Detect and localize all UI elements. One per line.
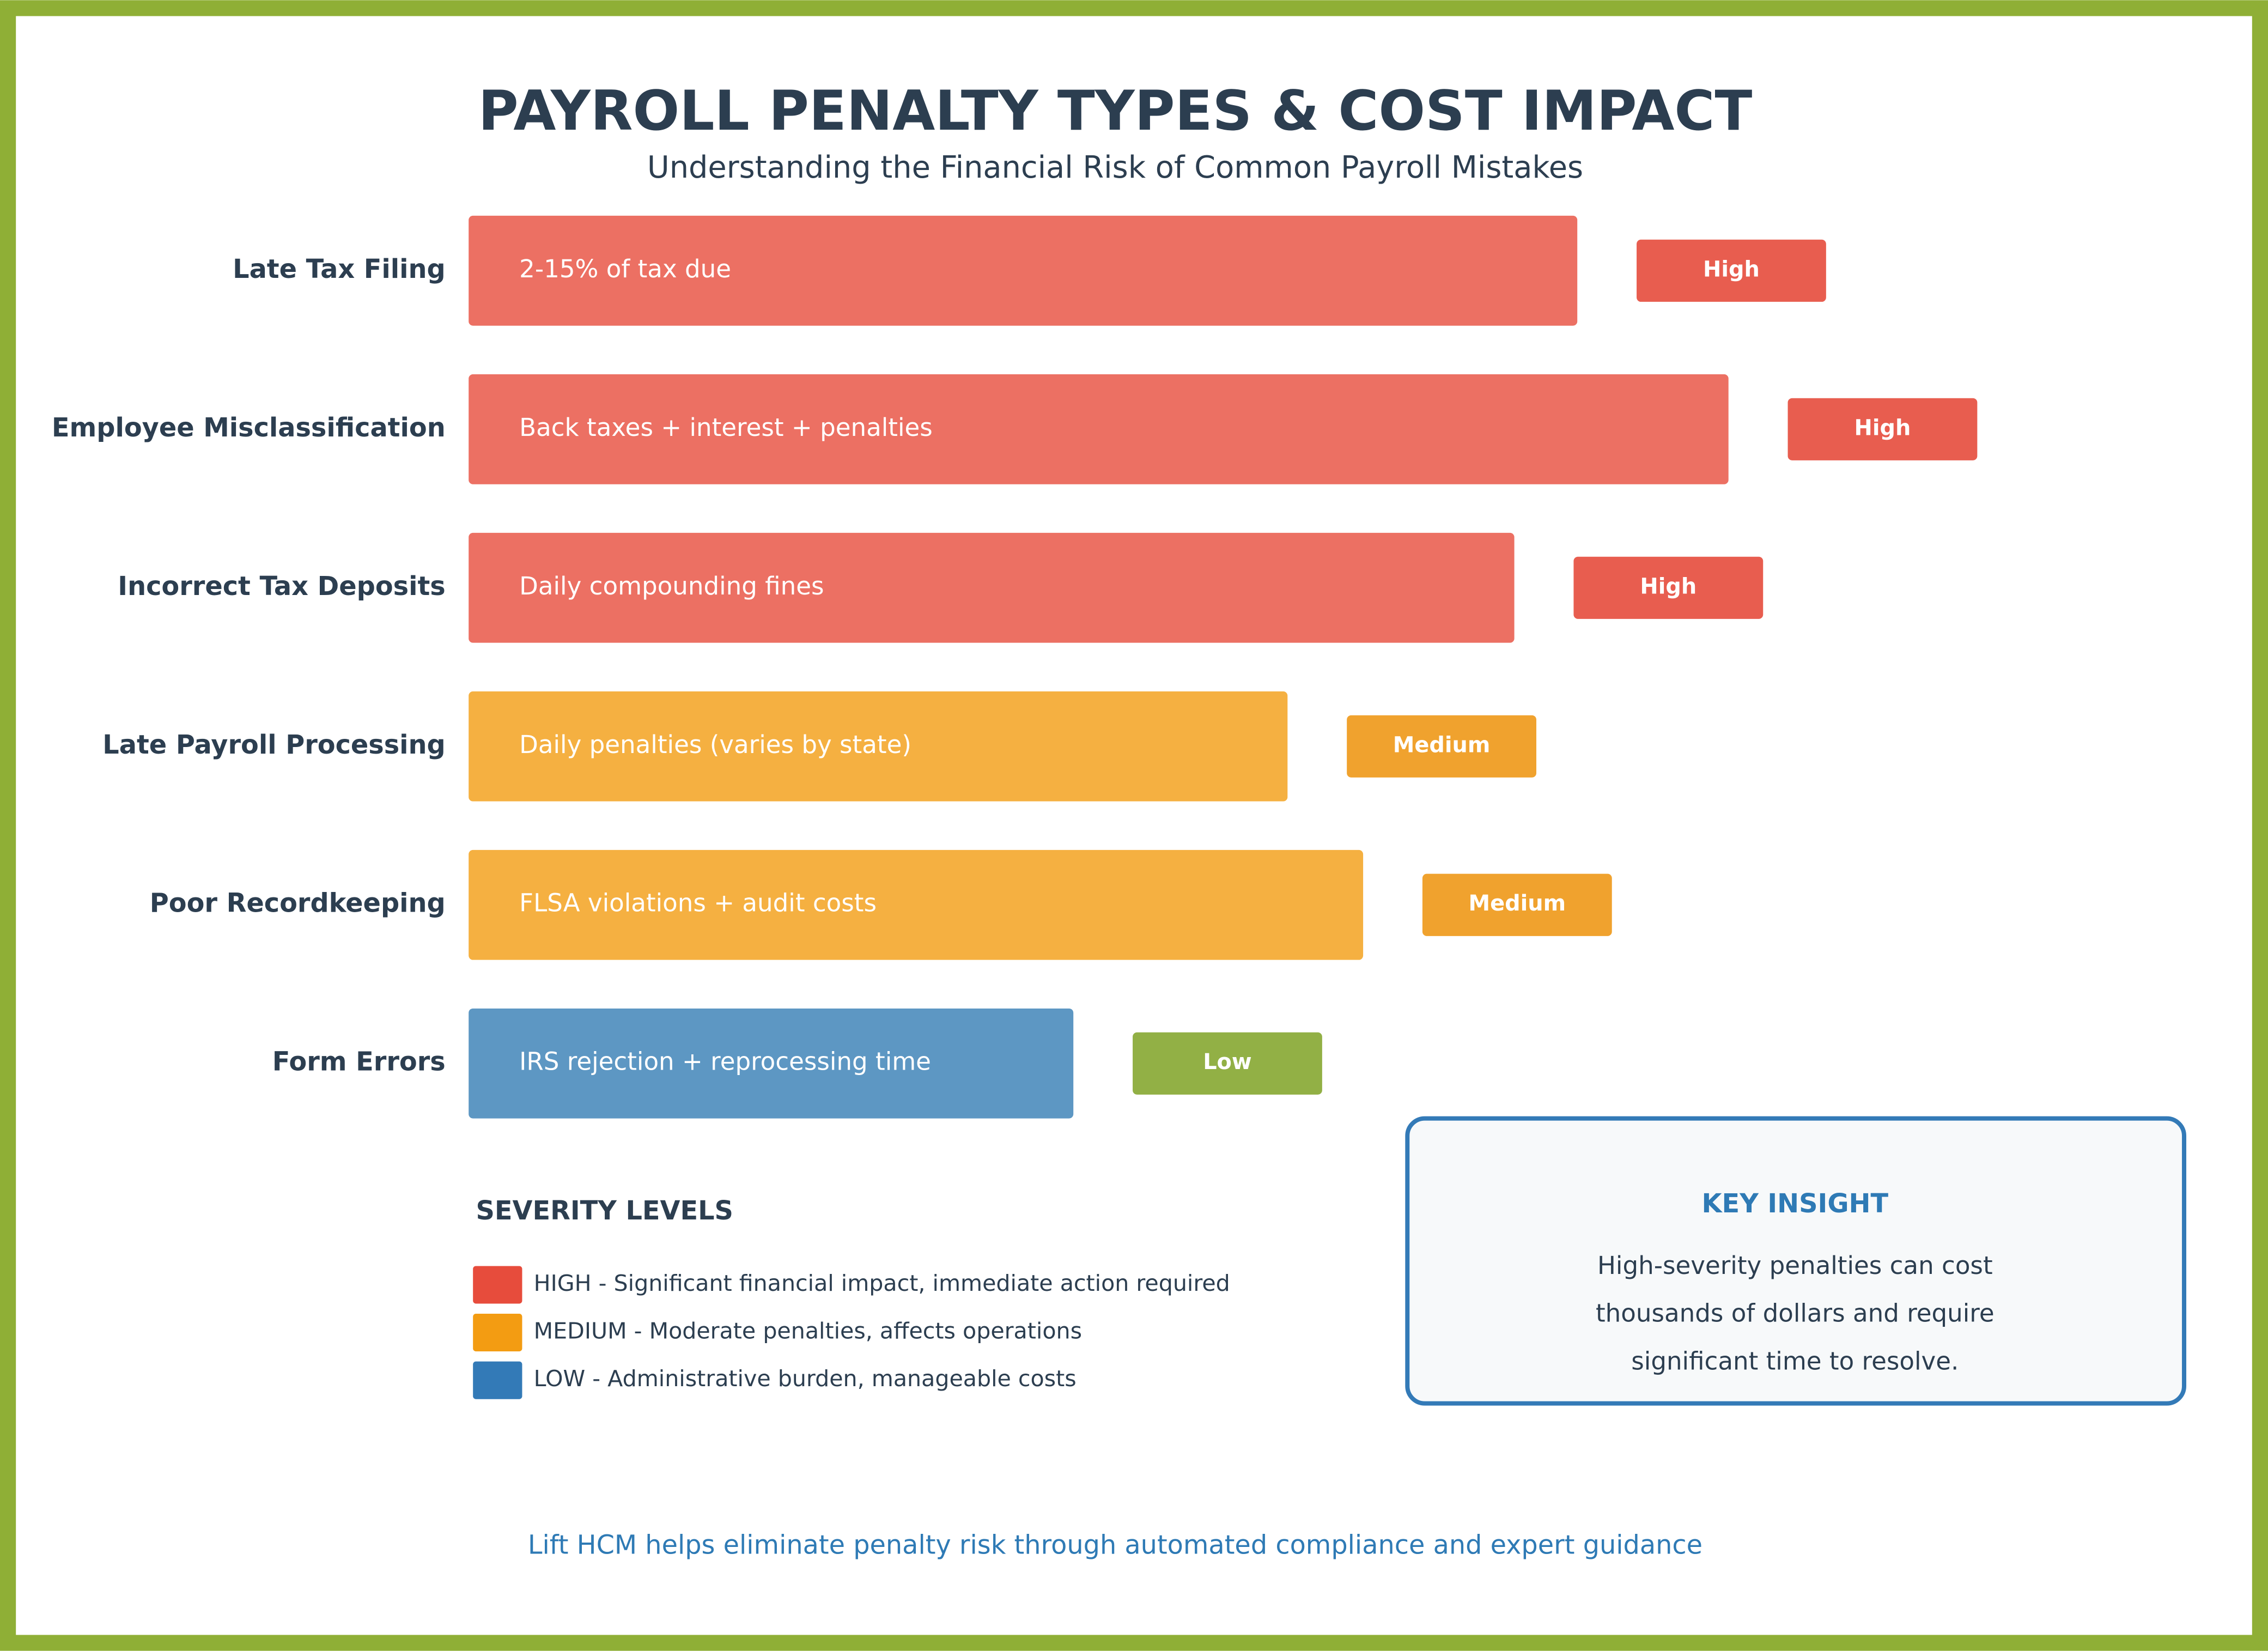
severity-badge bbox=[1787, 398, 1978, 460]
insight-text: High-severity penalties can cost bbox=[1597, 1251, 1993, 1280]
bar bbox=[469, 374, 1729, 484]
severity-label: Medium bbox=[1469, 891, 1566, 916]
bar bbox=[469, 691, 1288, 802]
severity-label: High bbox=[1703, 257, 1760, 282]
legend-label: HIGH - Significant financial impact, imm… bbox=[534, 1270, 1230, 1296]
severity-badge bbox=[1422, 873, 1612, 936]
bar-description: IRS rejection + reprocessing time bbox=[519, 1047, 931, 1076]
legend-swatch bbox=[473, 1361, 522, 1399]
insight-text: thousands of dollars and require bbox=[1596, 1299, 1995, 1328]
category-label: Employee Misclassification bbox=[52, 413, 446, 443]
legend-label: MEDIUM - Moderate penalties, affects ope… bbox=[534, 1318, 1082, 1344]
severity-badge bbox=[1347, 715, 1536, 778]
footer: Lift HCM helps eliminate penalty risk th… bbox=[528, 1531, 1702, 1561]
severity-label: High bbox=[1854, 415, 1911, 440]
severity-badge bbox=[1573, 556, 1764, 619]
chart-subtitle: Understanding the Financial Risk of Comm… bbox=[647, 150, 1583, 185]
legend-title: SEVERITY LEVELS bbox=[476, 1196, 733, 1226]
category-label: Late Tax Filing bbox=[233, 254, 446, 284]
insight-box bbox=[1405, 1116, 2186, 1406]
category-label: Poor Recordkeeping bbox=[150, 889, 446, 919]
chart-title: PAYROLL PENALTY TYPES & COST IMPACT bbox=[478, 78, 1753, 143]
bar bbox=[469, 532, 1515, 643]
legend-swatch bbox=[473, 1266, 522, 1304]
bar-description: Back taxes + interest + penalties bbox=[519, 413, 933, 442]
legend-label: LOW - Administrative burden, manageable … bbox=[534, 1365, 1077, 1392]
bar-description: Daily penalties (varies by state) bbox=[519, 730, 911, 759]
severity-label: Medium bbox=[1393, 732, 1491, 757]
insight-text: significant time to resolve. bbox=[1631, 1346, 1959, 1375]
insight-title: KEY INSIGHT bbox=[1702, 1189, 1889, 1219]
legend-swatch bbox=[473, 1314, 522, 1352]
severity-badge bbox=[1637, 239, 1826, 302]
category-label: Incorrect Tax Deposits bbox=[118, 572, 445, 602]
bar bbox=[469, 849, 1364, 960]
severity-badge bbox=[1133, 1032, 1322, 1095]
bar bbox=[469, 215, 1578, 326]
bar-description: FLSA violations + audit costs bbox=[519, 889, 877, 918]
bar bbox=[469, 1008, 1074, 1119]
severity-label: Low bbox=[1203, 1049, 1252, 1075]
category-label: Form Errors bbox=[272, 1047, 446, 1077]
category-label: Late Payroll Processing bbox=[102, 730, 445, 760]
bar-description: 2-15% of tax due bbox=[519, 254, 731, 283]
severity-label: High bbox=[1640, 574, 1697, 599]
bar-description: Daily compounding fines bbox=[519, 572, 824, 600]
